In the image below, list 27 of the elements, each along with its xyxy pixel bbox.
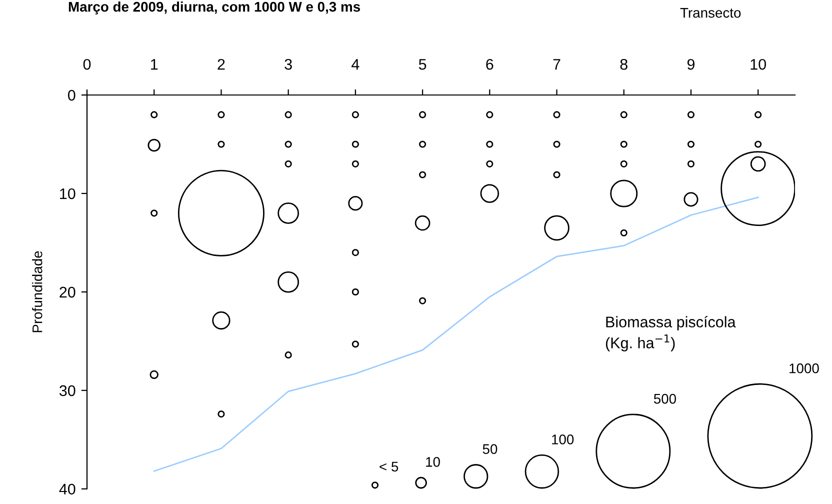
- y-tick-label: 40: [59, 484, 76, 495]
- x-tick-label: 10: [750, 58, 766, 70]
- y-tick-label: 30: [59, 385, 76, 396]
- x-tick-label: 8: [620, 58, 628, 70]
- x-tick-label: 5: [418, 59, 426, 70]
- legend-label: < 5: [380, 462, 398, 472]
- x-tick-label: 6: [486, 58, 494, 70]
- legend-label: 10: [426, 457, 440, 467]
- legend-title: Biomassa piscícola (Kg. ha$^{−1}$): [606, 316, 736, 352]
- x-tick-label: 2: [218, 58, 225, 70]
- y-tick-label: 0: [68, 90, 76, 101]
- line-series: [153, 196, 759, 472]
- y-tick-label: 20: [60, 286, 76, 298]
- x-axis-title: Transecto: [680, 8, 741, 18]
- y-axis-title: Profundidade: [32, 251, 42, 332]
- x-tick-label: 4: [352, 59, 360, 70]
- legend-label: 1000: [790, 363, 819, 374]
- legend-label: 100: [552, 434, 574, 444]
- x-tick-label: 7: [553, 59, 560, 70]
- x-tick-label: 0: [83, 58, 91, 70]
- y-tick-label: 10: [60, 188, 76, 200]
- legend-label: 50: [482, 444, 498, 454]
- x-tick-label: 3: [284, 58, 292, 70]
- x-tick-label: 1: [151, 59, 158, 70]
- legend-label: 500: [654, 394, 676, 404]
- x-tick-label: 9: [687, 58, 695, 70]
- chart-title: Março de 2009, diurna, com 1000 W e 0,3 ms: [68, 2, 360, 14]
